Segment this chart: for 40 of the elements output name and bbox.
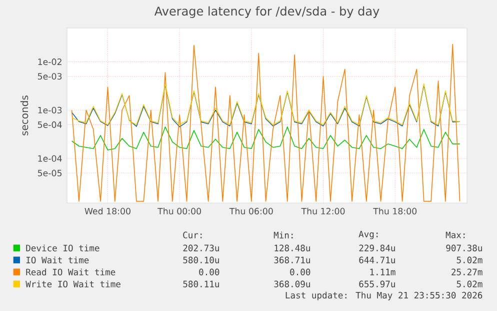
chart-title: Average latency for /dev/sda - by day: [154, 6, 380, 18]
y-axis-title: seconds: [20, 96, 28, 136]
text: 229.84u: [359, 244, 395, 252]
legend-label: Read IO Wait time: [26, 268, 116, 276]
text: 0.00: [290, 268, 310, 276]
text: 5.02m: [456, 280, 482, 288]
text: Cur:: [183, 232, 202, 238]
text: 1.11m: [370, 268, 396, 276]
x-tick-label: Thu 12:00: [301, 208, 345, 214]
text: 580.11u: [183, 280, 219, 288]
x-tick-label: Thu 00:00: [158, 208, 201, 214]
y-tick-label: 1e-02: [38, 58, 62, 66]
text: 644.71u: [359, 256, 395, 264]
text: 5.02m: [456, 256, 482, 264]
line-series: [71, 44, 460, 202]
line-series: [71, 126, 460, 150]
text: 202.73u: [183, 244, 219, 252]
legend-label: Write IO Wait time: [26, 280, 120, 288]
text: Last update: Thu May 21 23:55:30 2026: [286, 292, 482, 300]
text: 580.10u: [183, 256, 219, 264]
y-tick-label: 5e-05: [38, 170, 62, 176]
legend-label: IO Wait time: [26, 256, 89, 264]
text: 128.48u: [274, 244, 310, 252]
text: 368.71u: [274, 256, 310, 264]
legend-label: Device IO time: [26, 244, 100, 252]
y-tick-label: 1e-03: [38, 106, 62, 114]
text: Avg:: [358, 230, 378, 240]
y-tick-label: 1e-04: [38, 155, 62, 162]
x-tick-label: Thu 18:00: [373, 208, 417, 214]
x-tick-label: Thu 06:00: [229, 208, 273, 214]
text: 25.27m: [452, 268, 482, 276]
text: 0.00: [199, 268, 220, 276]
text: 655.97u: [359, 280, 395, 288]
text: 368.09u: [274, 280, 310, 288]
text: 907.38u: [446, 244, 482, 252]
text: Max:: [446, 232, 465, 238]
text: Min:: [274, 232, 293, 238]
y-tick-label: 5e-03: [38, 73, 62, 80]
x-tick-label: Wed 18:00: [84, 208, 130, 214]
y-tick-label: 5e-04: [38, 121, 62, 128]
